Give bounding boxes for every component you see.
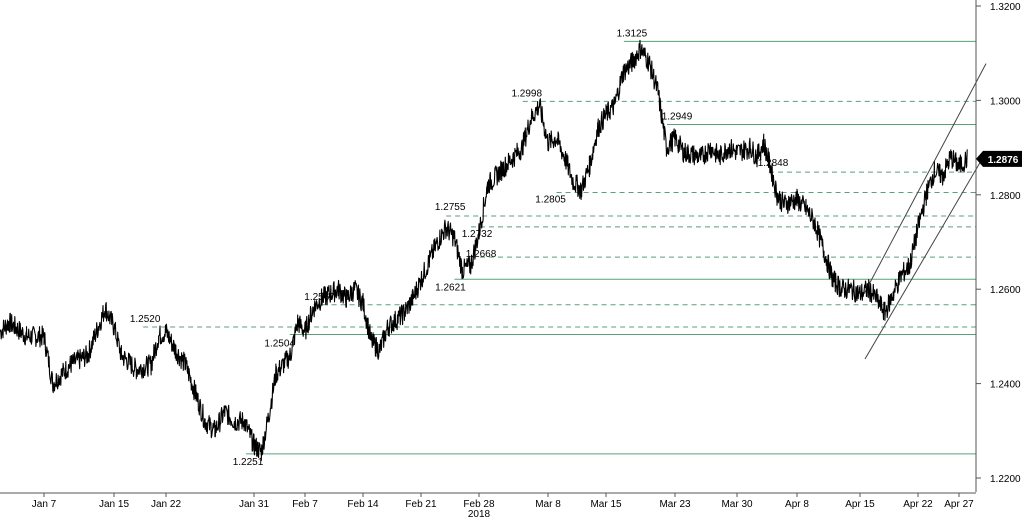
- x-tick-label: Jan 31: [239, 499, 269, 510]
- level-labels: 1.3125 1.2998 1.2949 1.2848 1.2805 1.2755 1.27…: [130, 28, 789, 468]
- level-label: 1.2848: [758, 158, 789, 169]
- y-tick-label: 1.2400: [990, 380, 1021, 391]
- channel-line: [864, 152, 987, 360]
- x-tick-label: Feb 21: [405, 499, 437, 510]
- level-label: 1.2805: [535, 194, 566, 205]
- price-line: [0, 39, 968, 462]
- x-tick-label: Feb 28: [463, 499, 495, 510]
- y-tick-label: 1.2200: [990, 474, 1021, 485]
- trend-channel: [863, 63, 987, 360]
- level-label: 1.2755: [435, 202, 466, 213]
- level-label: 1.2520: [130, 314, 161, 325]
- level-label: 1.2668: [466, 249, 497, 260]
- level-label: 1.2251: [233, 457, 264, 468]
- level-lines: [143, 40, 976, 455]
- y-tick-label: 1.3000: [990, 96, 1021, 107]
- last-value-box: [976, 150, 1022, 167]
- level-label: 1.2567: [304, 292, 335, 303]
- x-tick-label: Mar 23: [659, 499, 691, 510]
- x-tick-label: Mar 8: [535, 499, 561, 510]
- x-tick-label: Apr 8: [785, 499, 809, 510]
- level-label: 1.3125: [617, 28, 648, 39]
- x-tick-label: Apr 15: [845, 499, 875, 510]
- last-value-label: 1.2876: [988, 155, 1019, 166]
- level-label: 1.2504: [264, 339, 295, 350]
- price-series: [0, 39, 968, 462]
- x-tick-label: Jan 15: [99, 499, 129, 510]
- y-tick-label: 1.2600: [990, 285, 1021, 296]
- y-tick-label: 1.2800: [990, 191, 1021, 202]
- level-label: 1.2949: [662, 111, 693, 122]
- level-label: 1.2732: [462, 229, 493, 240]
- x-tick-label: Jan 22: [151, 499, 181, 510]
- x-tick-label: Mar 30: [721, 499, 753, 510]
- x-tick-label: Feb 14: [347, 499, 379, 510]
- x-year-label: 2018: [468, 509, 491, 518]
- y-tick-label: 1.3200: [990, 2, 1021, 13]
- channel-line: [863, 63, 987, 295]
- x-tick-label: Apr 27: [944, 499, 974, 510]
- x-tick-label: Apr 22: [903, 499, 933, 510]
- level-label: 1.2621: [435, 282, 466, 293]
- x-tick-label: Jan 7: [32, 499, 57, 510]
- level-label: 1.2998: [511, 88, 542, 99]
- x-tick-label: Feb 7: [292, 499, 318, 510]
- x-tick-label: Mar 15: [590, 499, 622, 510]
